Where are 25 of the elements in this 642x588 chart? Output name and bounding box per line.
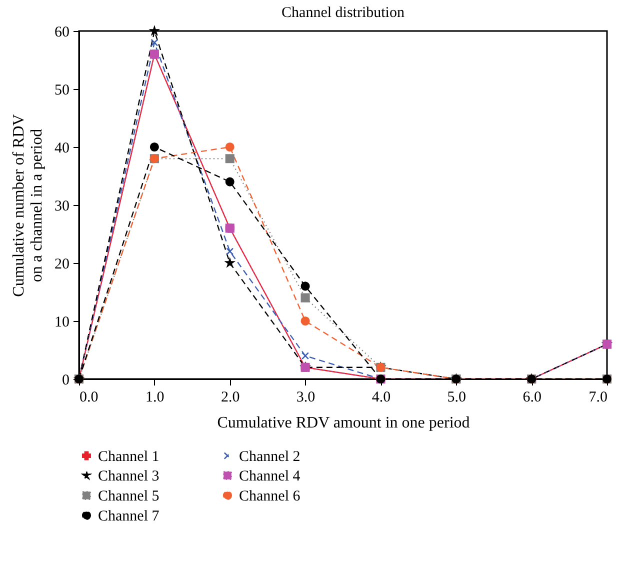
x-tick-label: 5.0: [447, 390, 466, 406]
legend-label: Channel 3: [98, 468, 160, 484]
y-tick-label: 60: [54, 24, 70, 40]
y-tick-label: 0: [62, 372, 70, 388]
legend-label: Channel 6: [239, 488, 301, 504]
y-axis-title: Cumulative number of RDV on a channel in a period: [10, 114, 46, 297]
legend-label: Channel 1: [98, 448, 160, 465]
legend-label: Channel 4: [239, 468, 301, 484]
x-tick-label: 6.0: [522, 390, 542, 406]
chart-title: Channel distribution: [282, 5, 405, 21]
x-tick-label: 4.0: [372, 390, 391, 406]
x-tick-label: 3.0: [296, 390, 316, 406]
y-tick-label: 30: [54, 198, 70, 214]
legend-label: Channel 2: [239, 448, 300, 465]
y-tick-label: 50: [54, 82, 70, 98]
x-tick-label: 1.0: [146, 390, 164, 406]
x-tick-label: 2.0: [220, 390, 240, 406]
legend-label: Channel 7: [98, 508, 160, 524]
x-tick-label: 0.0: [80, 390, 98, 406]
x-tick-label: 7.0: [588, 390, 608, 406]
y-tick-label: 20: [54, 256, 70, 272]
y-tick-label: 40: [54, 140, 70, 156]
y-tick-label: 10: [54, 314, 70, 330]
x-axis-title: Cumulative RDV amount in one period: [217, 414, 470, 432]
legend-label: Channel 5: [98, 488, 160, 504]
